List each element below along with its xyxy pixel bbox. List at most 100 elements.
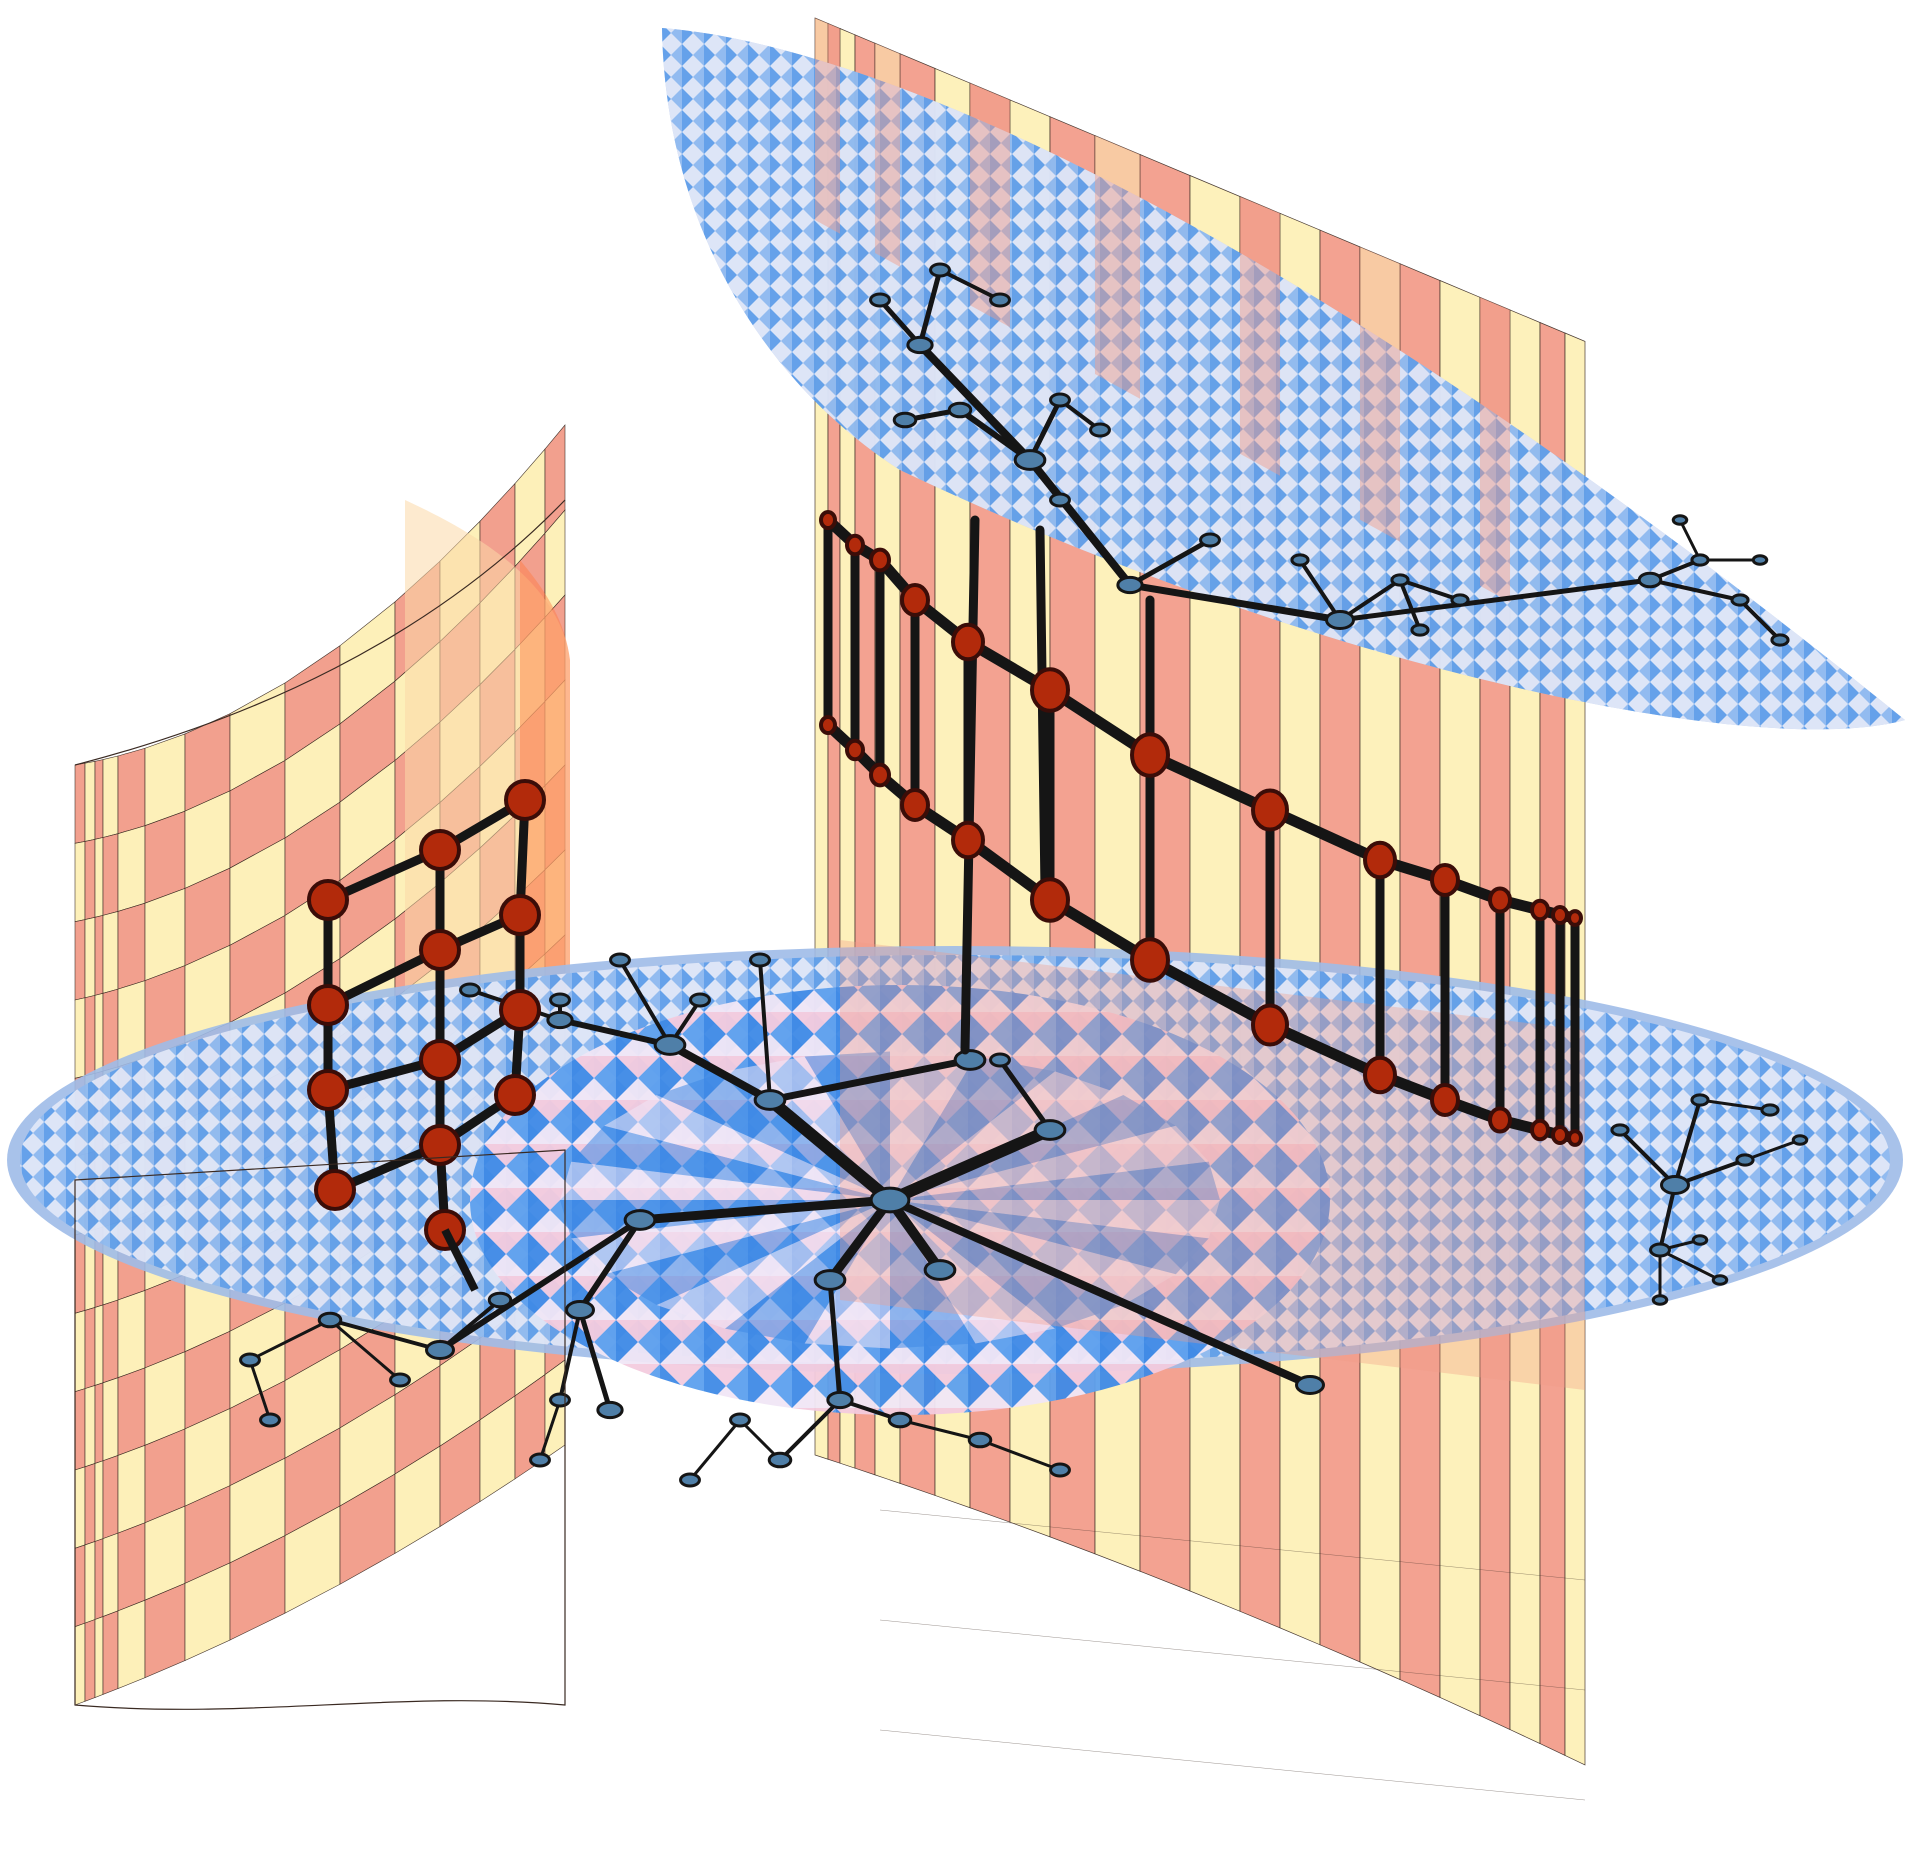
lower-tree-right-edge <box>1618 1128 1677 1187</box>
lower-tree-node <box>826 1390 854 1410</box>
lower-tree-node <box>967 1431 993 1449</box>
curved-wall-cell <box>117 902 146 990</box>
large-ladder-node <box>1130 732 1170 778</box>
upper-tree-node <box>1116 575 1144 595</box>
lower-disc-sector <box>890 1200 1124 1329</box>
lower-tree-right-node <box>1735 1153 1755 1167</box>
curved-wall-cell <box>102 1532 119 1617</box>
large-ladder-node <box>819 714 837 736</box>
large-ladder-rail <box>1267 1019 1383 1081</box>
curved-wall-cell <box>84 1385 96 1468</box>
lower-tree-right-node <box>1651 1294 1669 1306</box>
upper-tree-node <box>1089 422 1111 438</box>
large-ladder-node <box>1551 904 1569 926</box>
large-ladder-graph <box>819 509 1583 1147</box>
upper-tree-edge <box>1648 578 1742 602</box>
lower-tree-edge <box>825 1195 895 1285</box>
upper-tree-node <box>989 292 1011 308</box>
upper-tree-node <box>1770 633 1790 647</box>
lower-disc-sector <box>890 1200 1055 1344</box>
upper-tree-edge <box>1298 558 1342 622</box>
curved-wall-cell <box>84 1619 96 1702</box>
lower-tree-right-node <box>1760 1103 1780 1117</box>
lower-tree-edge <box>778 1398 842 1462</box>
lower-tree-node <box>317 1311 343 1329</box>
large-ladder-node <box>900 788 930 822</box>
lower-disc-sector <box>656 1071 890 1200</box>
lower-tree-node <box>923 1259 957 1281</box>
small-ladder-node <box>314 1169 356 1211</box>
curved-wall-cell <box>84 838 96 920</box>
small-ladder-node <box>419 1124 461 1166</box>
lower-tree-edge <box>666 1041 774 1104</box>
upper-tree-node <box>947 401 973 419</box>
curved-wall-cell <box>94 1304 104 1386</box>
small-ladder-node <box>307 879 349 921</box>
lower-tree-node <box>609 952 631 968</box>
curved-wall-cell <box>102 833 119 916</box>
lower-tree-right-edge <box>1673 1098 1702 1187</box>
upper-tree-node <box>1049 492 1071 508</box>
upper-tree-node <box>1730 593 1750 607</box>
lower-tree-node <box>239 1352 261 1368</box>
lower-tree-edge <box>577 1307 613 1413</box>
small-ladder-link <box>441 1228 479 1292</box>
curved-wall-cell <box>84 994 96 1077</box>
large-ladder-node <box>1130 937 1170 983</box>
curved-wall-cell <box>94 759 104 840</box>
lower-tree-node <box>679 1472 701 1488</box>
curved-wall-cell <box>144 810 186 904</box>
lower-tree-edge <box>688 1418 742 1482</box>
large-ladder-rail <box>1147 750 1273 815</box>
curved-wall-cell <box>74 1544 86 1628</box>
lower-tree-right-edge <box>1658 1183 1677 1252</box>
flat-wall-line <box>879 1729 1586 1801</box>
lower-tree-node <box>549 992 571 1008</box>
large-ladder-node <box>869 762 891 788</box>
large-ladder-node <box>1488 1106 1512 1134</box>
curved-wall-cell <box>144 887 186 982</box>
upper-tree-node <box>892 411 918 429</box>
lower-disc-sector <box>890 1200 1176 1306</box>
lower-tree-node <box>953 1049 987 1071</box>
lower-tree-node <box>1295 1375 1325 1395</box>
curved-wall-shade <box>520 560 570 1100</box>
lower-disc-sector <box>890 1125 1209 1200</box>
lower-disc-sector <box>604 1200 890 1306</box>
lower-tree-edge <box>635 1195 895 1225</box>
upper-tree-edge <box>1126 581 1344 624</box>
upper-tree-edge <box>938 268 1002 302</box>
curved-wall-cell <box>74 841 86 923</box>
upper-tree-node <box>1049 392 1071 408</box>
large-ladder-node <box>1530 1118 1550 1142</box>
large-ladder-node <box>1030 877 1070 923</box>
flat-wall-line <box>879 1619 1586 1691</box>
lower-tree-node <box>989 1052 1011 1068</box>
lower-tree-right-edge <box>1698 1098 1772 1112</box>
lower-tree-node <box>749 952 771 968</box>
lower-disc-sector <box>890 1056 1055 1200</box>
lower-tree-node <box>459 982 481 998</box>
upper-tree-edge <box>1398 578 1462 602</box>
curved-wall-cell <box>84 1463 96 1546</box>
large-ladder-rail <box>1147 955 1273 1030</box>
lower-tree-node <box>546 1010 574 1030</box>
upper-disc-wall-stripe <box>1480 297 1510 603</box>
large-ladder-node <box>1251 788 1289 832</box>
upper-disc-wall-stripe <box>970 83 1010 328</box>
small-ladder-node <box>307 984 349 1026</box>
lower-tree-edge <box>328 1318 402 1382</box>
curved-wall-cell <box>74 1388 86 1471</box>
upper-tree-edge <box>1057 497 1133 588</box>
lower-tree-right-node <box>1791 1134 1809 1146</box>
large-ladder-node <box>1551 1124 1569 1146</box>
lower-tree-edge <box>766 1056 974 1104</box>
upper-disc-wall-stripe <box>1360 246 1400 542</box>
upper-tree-node <box>1390 573 1410 587</box>
lower-disc-sector <box>571 1200 890 1275</box>
curved-wall-outline <box>74 1149 566 1710</box>
curved-wall-cell <box>117 1599 146 1690</box>
upper-tree-edge <box>1398 578 1422 632</box>
lower-tree-right-node <box>1649 1242 1671 1258</box>
curved-wall-cell <box>117 747 146 835</box>
